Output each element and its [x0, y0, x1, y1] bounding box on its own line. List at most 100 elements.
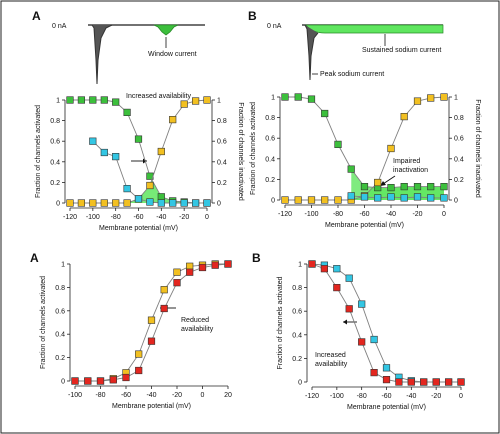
mid-b-sustained-fill [351, 169, 444, 200]
mid-b-y2-tick-label: 0.6 [454, 136, 464, 143]
bot-a-y-tick-label: 0 [61, 379, 65, 386]
mid-b-impaired-label-1: Impaired [393, 158, 420, 165]
bot-b-x-tick-label: -20 [431, 393, 441, 400]
mid-a-y2-tick-label: 1 [217, 98, 221, 105]
mid-b-green-point [334, 140, 342, 149]
trace-a-window-lobe [153, 24, 179, 36]
mid-a-yellow-point [123, 199, 131, 207]
bot-a-y-tick-label: 0.6 [55, 308, 65, 315]
mid-a-increased-label: Increased availability [126, 93, 191, 100]
mid-b-yellow-point [307, 196, 316, 204]
bot-b-cyan-point [333, 265, 341, 273]
bot-a-x-tick-label: -20 [172, 392, 182, 399]
mid-a-cyan-point [100, 148, 108, 157]
mid-b-x-tick-label: -60 [359, 211, 369, 218]
bot-a-y-tick-label: 0.2 [55, 355, 65, 362]
mid-a-green-point [123, 108, 131, 116]
bot-b-x-tick-label: 0 [459, 393, 463, 400]
mid-a-y-tick-label: 0 [56, 201, 60, 208]
bot-a-red-point [198, 263, 207, 272]
mid-b-green-point [281, 93, 289, 101]
mid-a-yellow-point [89, 199, 97, 207]
mid-a-x-tick-label: -80 [111, 214, 121, 221]
bot-b-red-point [320, 265, 329, 273]
mid-b-green-point [427, 183, 435, 191]
mid-a-x-tick-label: -60 [133, 214, 143, 221]
mid-b-green-point [387, 184, 395, 192]
mid-a-green-point [157, 193, 165, 201]
bot-a-y-axis-label: Fraction of channels activated [40, 276, 47, 369]
mid-b-green-point [321, 109, 329, 118]
bot-a-y-tick-label: 0.8 [55, 285, 65, 292]
mid-b-yellow-point [413, 97, 422, 105]
bot-b-cyan-point [370, 335, 378, 344]
bot-b-cyan-point [358, 300, 366, 308]
bot-b-red-point [358, 338, 366, 346]
mid-b-cyan-point [374, 194, 382, 202]
mid-a-y-axis-label: Fraction of channels activated [35, 105, 42, 198]
mid-b-yellow-point [427, 94, 435, 102]
bot-b-red-point [395, 378, 403, 386]
bot-b-red-point [420, 378, 428, 386]
trace-b-peak [304, 24, 319, 81]
mid-a-yellow-point [112, 199, 120, 207]
mid-b-x-tick-label: -120 [278, 211, 292, 218]
bot-b-y-tick-label: 0.2 [292, 356, 302, 363]
mid-a-y2-tick-label: 0.4 [217, 159, 227, 166]
bot-a-x-axis-label: Membrane potential (mV) [112, 403, 191, 410]
mid-a-y2-tick-label: 0.6 [217, 139, 227, 146]
bot-b-y-tick-label: 1 [298, 262, 302, 269]
trace-b-sustained-label: Sustained sodium current [362, 47, 441, 54]
mid-b-x-tick-label: -20 [412, 211, 422, 218]
mid-a-green-point [112, 98, 120, 106]
mid-b-cyan-point [387, 193, 395, 201]
mid-a-y-tick-label: 0.8 [50, 118, 60, 125]
mid-a-yellow-point [77, 199, 85, 207]
mid-b-yellow-point [387, 144, 395, 153]
mid-b-y-axis-label: Fraction of channels activated [250, 102, 257, 195]
bot-b-x-tick-label: -100 [330, 393, 344, 400]
bot-b-red-point [432, 378, 440, 386]
mid-b-cyan-point [360, 193, 369, 201]
bot-a-red-point [122, 373, 130, 382]
mid-a-x-tick-label: -120 [63, 214, 77, 221]
bot-a-yellow-point [147, 316, 156, 324]
trace-b-peak-label: Peak sodium current [320, 71, 384, 78]
bot-a-yellow-point [160, 286, 168, 294]
mid-b-y-tick-label: 0 [271, 198, 275, 205]
mid-a-y-tick-label: 0.6 [50, 139, 60, 146]
mid-b-cyan-point [347, 192, 355, 200]
trace-a-zero-label: 0 nA [52, 23, 67, 30]
mid-a-y2-tick-label: 0.2 [217, 180, 227, 187]
bot-b-y-tick-label: 0.4 [292, 332, 302, 339]
mid-a-yellow-point [192, 97, 200, 105]
bot-a-red-point [84, 377, 92, 385]
mid-a-green-point [89, 96, 97, 104]
mid-a-green-point [100, 96, 108, 104]
mid-a-cyan-point [169, 199, 177, 207]
bot-b-red-point [370, 368, 378, 377]
bot-b-x-tick-label: -120 [305, 393, 319, 400]
bot-a-x-tick-label: -100 [68, 392, 82, 399]
mid-a-yellow-point [100, 199, 108, 207]
mid-b-green-point [360, 183, 369, 191]
mid-a-y2-axis-label: Fraction of channels inactivated [237, 102, 244, 201]
mid-b-x-tick-label: 0 [442, 211, 446, 218]
mid-a-green-point [134, 135, 143, 143]
bot-a-y-tick-label: 0.4 [55, 332, 65, 339]
bot-b-x-tick-label: -60 [381, 393, 391, 400]
bot-a-red-point [135, 366, 143, 375]
mid-b-y-tick-label: 1 [271, 95, 275, 102]
trace-a-peak [91, 24, 113, 85]
bot-a-red-point [109, 376, 117, 384]
bot-b-x-tick-label: -40 [406, 393, 416, 400]
mid-a-cyan-point [146, 198, 154, 206]
bot-a-yellow-point [135, 350, 143, 358]
bot-a-red-point [173, 279, 181, 287]
mid-b-green-point [413, 183, 422, 191]
bot-b-red-point [407, 378, 415, 386]
mid-b-y2-axis-label: Fraction of channels inactivated [474, 99, 481, 198]
mid-b-yellow-point [321, 196, 329, 204]
mid-a-yellow-point [66, 199, 74, 207]
